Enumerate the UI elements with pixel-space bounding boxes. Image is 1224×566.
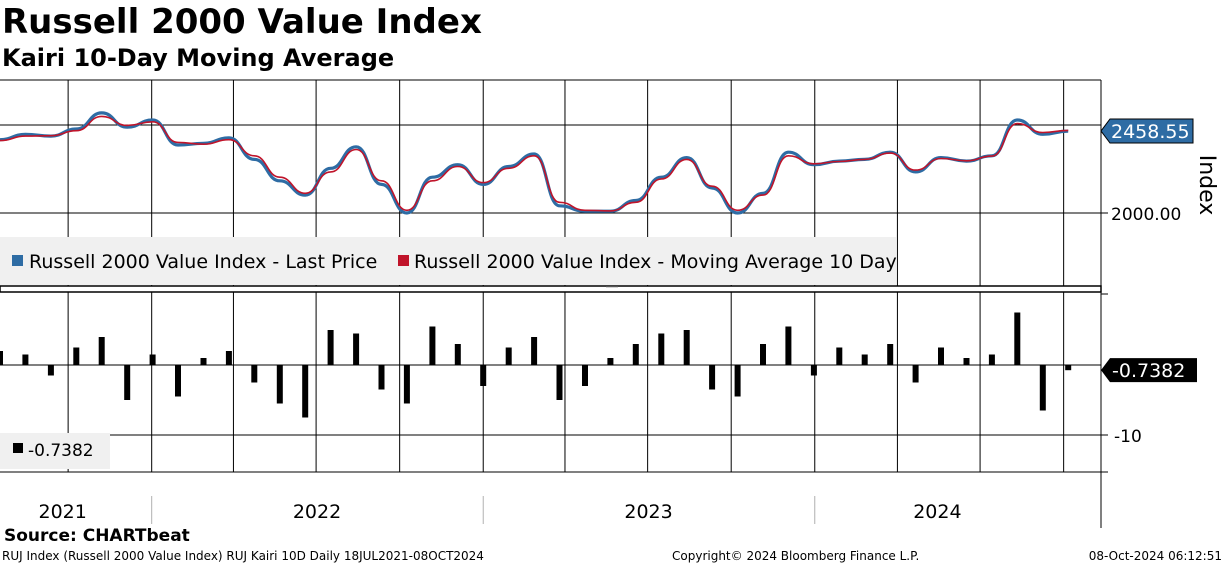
kairi-badge bbox=[1101, 358, 1197, 383]
kairi-bar bbox=[200, 358, 207, 365]
footer-description: RUJ Index (Russell 2000 Value Index) RUJ… bbox=[2, 549, 484, 563]
kairi-bar bbox=[98, 337, 105, 365]
kairi-bar bbox=[47, 365, 54, 376]
chart-subtitle: Kairi 10-Day Moving Average bbox=[2, 44, 395, 72]
kairi-bar bbox=[403, 365, 410, 404]
kairi-bar bbox=[632, 344, 639, 365]
kairi-bar bbox=[327, 330, 334, 365]
kairi-bar bbox=[149, 354, 156, 365]
x-tick-label: 2023 bbox=[624, 501, 672, 523]
kairi-bar bbox=[709, 365, 716, 390]
x-tick-label: 2021 bbox=[38, 501, 86, 523]
kairi-bar bbox=[505, 347, 512, 365]
kairi-bar bbox=[734, 365, 741, 397]
kairi-bar bbox=[378, 365, 385, 390]
x-tick-label: 2022 bbox=[293, 501, 341, 523]
kairi-bar bbox=[607, 358, 614, 365]
kairi-bar bbox=[454, 344, 461, 365]
kairi-badge-label: -0.7382 bbox=[1112, 360, 1185, 382]
kairi-bar bbox=[225, 351, 232, 365]
kairi-bar bbox=[1014, 312, 1021, 365]
kairi-bar bbox=[353, 333, 360, 365]
kairi-bar bbox=[73, 347, 80, 365]
price-series bbox=[0, 111, 1069, 215]
kairi-bar bbox=[912, 365, 919, 383]
panel-separator bbox=[0, 285, 1102, 293]
y-axis-label: Index bbox=[1194, 155, 1219, 216]
legend-label-kairi: -0.7382 bbox=[28, 441, 94, 461]
kairi-bar bbox=[429, 326, 436, 365]
kairi-bar bbox=[124, 365, 131, 400]
kairi-bars bbox=[0, 312, 1072, 418]
kairi-bar bbox=[836, 347, 843, 365]
kairi-bar bbox=[556, 365, 563, 400]
moving-average-series bbox=[0, 115, 1069, 212]
chart-title: Russell 2000 Value Index bbox=[2, 2, 482, 42]
top-legend-box bbox=[0, 237, 896, 285]
kairi-bar bbox=[658, 333, 665, 365]
y-tick-label: -10 bbox=[1114, 427, 1142, 447]
kairi-bar bbox=[785, 326, 792, 365]
kairi-bar bbox=[760, 344, 766, 365]
y-tick-label: 2000.00 bbox=[1111, 205, 1181, 225]
kairi-bar bbox=[1065, 365, 1072, 371]
kairi-bar bbox=[276, 365, 283, 404]
legend-swatch-price bbox=[12, 255, 23, 266]
kairi-bar bbox=[683, 330, 690, 365]
footer-copyright: Copyright© 2024 Bloomberg Finance L.P. bbox=[672, 549, 920, 563]
kairi-bar bbox=[861, 354, 868, 365]
kairi-bar bbox=[582, 365, 588, 386]
footer-timestamp: 08-Oct-2024 06:12:51 bbox=[1088, 549, 1222, 563]
axes: 2000.00 Index -10 2021 2022 2023 2024 bbox=[38, 155, 1219, 524]
legends: Russell 2000 Value Index - Last Price Rus… bbox=[0, 237, 897, 469]
kairi-bar bbox=[938, 347, 944, 365]
kairi-bar bbox=[810, 365, 817, 376]
kairi-bar bbox=[175, 365, 181, 397]
kairi-bar bbox=[0, 351, 3, 365]
kairi-bar bbox=[963, 358, 970, 365]
kairi-bar bbox=[531, 337, 538, 365]
kairi-bar bbox=[251, 365, 258, 383]
kairi-bar bbox=[480, 365, 487, 386]
price-line bbox=[0, 111, 1069, 215]
panel-frames bbox=[0, 79, 1102, 528]
kairi-bar bbox=[887, 344, 894, 365]
legend-swatch-ma bbox=[398, 255, 409, 266]
kairi-bar bbox=[1039, 365, 1046, 411]
source-label: Source: CHARTbeat bbox=[4, 526, 190, 546]
kairi-bar bbox=[988, 354, 995, 365]
kairi-bar bbox=[302, 365, 309, 418]
value-badges: 2458.55 -0.7382 bbox=[1100, 118, 1197, 383]
legend-swatch-kairi bbox=[13, 443, 23, 453]
legend-label-price: Russell 2000 Value Index - Last Price bbox=[29, 251, 377, 273]
x-tick-label: 2024 bbox=[913, 501, 961, 523]
price-badge-label: 2458.55 bbox=[1111, 121, 1190, 143]
moving-average-line bbox=[0, 115, 1069, 212]
legend-label-ma: Russell 2000 Value Index - Moving Averag… bbox=[414, 251, 897, 273]
kairi-bar bbox=[22, 354, 29, 365]
price-badge bbox=[1100, 118, 1194, 144]
